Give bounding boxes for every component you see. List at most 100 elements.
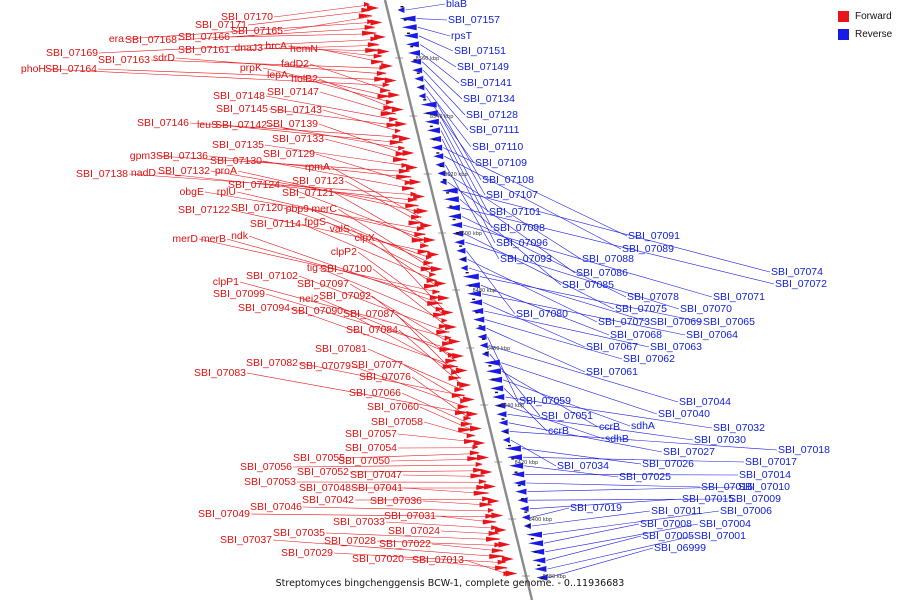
- gene-arrow-sbi-07031[interactable]: [482, 519, 497, 525]
- gene-arrow-sbi-07075[interactable]: [452, 230, 464, 237]
- gene-label-sbi-07004[interactable]: SBI_07004: [699, 518, 751, 530]
- gene-arrow-sbi-07102[interactable]: [436, 329, 451, 335]
- gene-arrow-sbi-07062[interactable]: [473, 316, 485, 323]
- gene-arrow-nei2[interactable]: [447, 352, 456, 358]
- gene-label-sbi-07166[interactable]: SBI_07166: [178, 31, 230, 43]
- gene-arrow-sbi-07090[interactable]: [451, 370, 461, 375]
- gene-arrow-clpx[interactable]: [435, 306, 445, 312]
- gene-label-vals[interactable]: valS: [330, 223, 350, 235]
- gene-label-sbi-07163[interactable]: SBI_07163: [98, 54, 150, 66]
- gene-arrow-clpp2[interactable]: [433, 312, 447, 318]
- gene-label-ndk[interactable]: ndk: [231, 230, 249, 242]
- gene-label-sbi-07100[interactable]: SBI_07100: [320, 263, 372, 275]
- gene-arrow-sbi-07065[interactable]: [462, 273, 479, 280]
- gene-label-sbi-07025[interactable]: SBI_07025: [619, 471, 671, 483]
- gene-label-sbi-07170[interactable]: SBI_07170: [221, 11, 273, 23]
- gene-arrow-sbi-07130[interactable]: [402, 186, 416, 191]
- gene-label-sbi-07032[interactable]: SBI_07032: [713, 422, 765, 434]
- gene-arrow-sbi-07079[interactable]: [457, 404, 469, 410]
- gene-label-sbi-07068[interactable]: SBI_07068: [610, 329, 662, 341]
- gene-label-sbi-07157[interactable]: SBI_07157: [448, 14, 500, 26]
- gene-arrow-sbi-07094[interactable]: [442, 364, 459, 370]
- gene-label-sbi-07065[interactable]: SBI_07065: [703, 316, 755, 328]
- gene-arrow-sbi-07157[interactable]: [399, 15, 416, 22]
- gene-arrow-hrca[interactable]: [373, 53, 383, 59]
- gene-arrow-sbi-07083[interactable]: [455, 410, 471, 416]
- gene-arrow-sbi-07025[interactable]: [509, 462, 524, 469]
- gene-arrow-sbi-07024[interactable]: [488, 531, 500, 536]
- gene-label-sbi-07111[interactable]: SBI_07111: [469, 124, 520, 136]
- gene-arrow-sbi-07018[interactable]: [500, 428, 509, 435]
- gene-arrow-sbi-07026[interactable]: [504, 445, 521, 452]
- gene-arrow-sbi-07036[interactable]: [479, 502, 493, 508]
- gene-arrow-sbi-07014[interactable]: [511, 471, 525, 478]
- gene-label-sbi-07085[interactable]: SBI_07085: [562, 279, 614, 291]
- gene-label-blab[interactable]: blaB: [446, 0, 467, 10]
- gene-label-fpgs[interactable]: fpgS: [304, 216, 326, 228]
- gene-arrow-sbi-07030[interactable]: [496, 411, 507, 418]
- gene-arrow-sbi-07165[interactable]: [358, 13, 373, 19]
- gene-arrow-sbi-07082[interactable]: [451, 393, 466, 398]
- gene-arrow-dnaj3[interactable]: [365, 48, 382, 53]
- gene-label-clpp1[interactable]: clpP1: [213, 276, 239, 288]
- gene-arrow-fadd2[interactable]: [380, 88, 392, 94]
- gene-label-gpm3[interactable]: gpm3: [130, 150, 156, 162]
- gene-label-sbi-07030[interactable]: SBI_07030: [694, 434, 746, 446]
- gene-arrow-sbi-07005[interactable]: [532, 557, 546, 564]
- gene-arrow-sbi-07081[interactable]: [454, 387, 465, 393]
- gene-label-sbi-07071[interactable]: SBI_07071: [713, 291, 765, 303]
- gene-arrow-sbi-07101[interactable]: [424, 118, 439, 125]
- gene-arrow-sbi-07123[interactable]: [408, 220, 424, 226]
- gene-label-sbi-07073[interactable]: SBI_07073: [598, 316, 650, 328]
- gene-label-sbi-07120[interactable]: SBI_07120: [231, 202, 283, 214]
- gene-label-sbi-07010[interactable]: SBI_07010: [738, 481, 790, 493]
- gene-label-sbi-07147[interactable]: SBI_07147: [267, 86, 319, 98]
- gene-arrow-sbi-07048[interactable]: [476, 485, 489, 490]
- gene-label-sbi-07018[interactable]: SBI_07018: [778, 444, 830, 456]
- gene-arrow-sbi-07055[interactable]: [469, 450, 480, 456]
- gene-arrow-sbi-07010[interactable]: [515, 488, 527, 495]
- gene-arrow-sbi-07071[interactable]: [450, 222, 463, 228]
- gene-label-sbi-07134[interactable]: SBI_07134: [463, 93, 515, 105]
- gene-label-sbi-07058[interactable]: SBI_07058: [371, 416, 423, 428]
- gene-label-sbi-07121[interactable]: SBI_07121: [282, 187, 334, 199]
- gene-arrow-hemn[interactable]: [371, 59, 385, 65]
- gene-arrow-sbi-07149[interactable]: [405, 41, 419, 48]
- gene-label-sbi-07107[interactable]: SBI_07107: [486, 189, 538, 201]
- gene-label-sbi-07048[interactable]: SBI_07048: [299, 482, 351, 494]
- gene-label-sbi-07042[interactable]: SBI_07042: [302, 494, 354, 506]
- gene-label-sbi-07006[interactable]: SBI_07006: [720, 505, 772, 517]
- gene-arrow-sbi-07168[interactable]: [364, 25, 376, 30]
- gene-label-sbi-07022[interactable]: SBI_07022: [379, 538, 431, 550]
- gene-arrow-clpp1[interactable]: [444, 335, 452, 341]
- gene-arrow-ccrb[interactable]: [485, 368, 501, 375]
- gene-label-sbi-07089[interactable]: SBI_07089: [622, 243, 674, 255]
- gene-label-sbi-07079[interactable]: SBI_07079: [299, 360, 351, 372]
- gene-arrow-sbi-07135[interactable]: [401, 163, 410, 168]
- gene-label-sbi-06999[interactable]: SBI_06999: [654, 542, 706, 554]
- gene-label-sbi-07011[interactable]: SBI_07011: [651, 505, 702, 517]
- gene-label-hrca[interactable]: hrcA: [265, 40, 287, 52]
- gene-label-pbp9[interactable]: pbp9: [286, 203, 310, 215]
- gene-label-sbi-07041[interactable]: SBI_07041: [351, 482, 403, 494]
- gene-arrow-rpst[interactable]: [401, 24, 417, 31]
- gene-label-sbi-07063[interactable]: SBI_07063: [650, 341, 702, 353]
- gene-arrow-sbi-07141[interactable]: [407, 50, 420, 56]
- gene-label-sbi-07027[interactable]: SBI_07027: [663, 446, 715, 458]
- gene-arrow-sbi-07041[interactable]: [473, 490, 490, 496]
- gene-arrow-sbi-07072[interactable]: [445, 204, 460, 211]
- gene-arrow-sbi-07171[interactable]: [361, 7, 372, 13]
- gene-arrow-sbi-07057[interactable]: [464, 439, 478, 444]
- gene-arrow-sbi-07147[interactable]: [380, 111, 397, 117]
- gene-label-sbi-07114[interactable]: SBI_07114: [250, 218, 301, 230]
- gene-label-sbi-07123[interactable]: SBI_07123: [292, 175, 344, 187]
- gene-arrow-sbi-07111[interactable]: [414, 75, 424, 82]
- gene-arrow-prpk[interactable]: [377, 94, 393, 99]
- gene-arrow-sbi-07080[interactable]: [456, 247, 466, 254]
- gene-arrow-sbi-07078[interactable]: [448, 213, 462, 220]
- gene-label-sbi-07057[interactable]: SBI_07057: [345, 428, 397, 440]
- gene-label-nadd[interactable]: nadD: [131, 167, 157, 179]
- gene-label-sbi-07005[interactable]: SBI_07005: [642, 530, 694, 542]
- gene-arrow-sbi-07145[interactable]: [386, 122, 400, 128]
- gene-label-sbi-07069[interactable]: SBI_07069: [650, 316, 702, 328]
